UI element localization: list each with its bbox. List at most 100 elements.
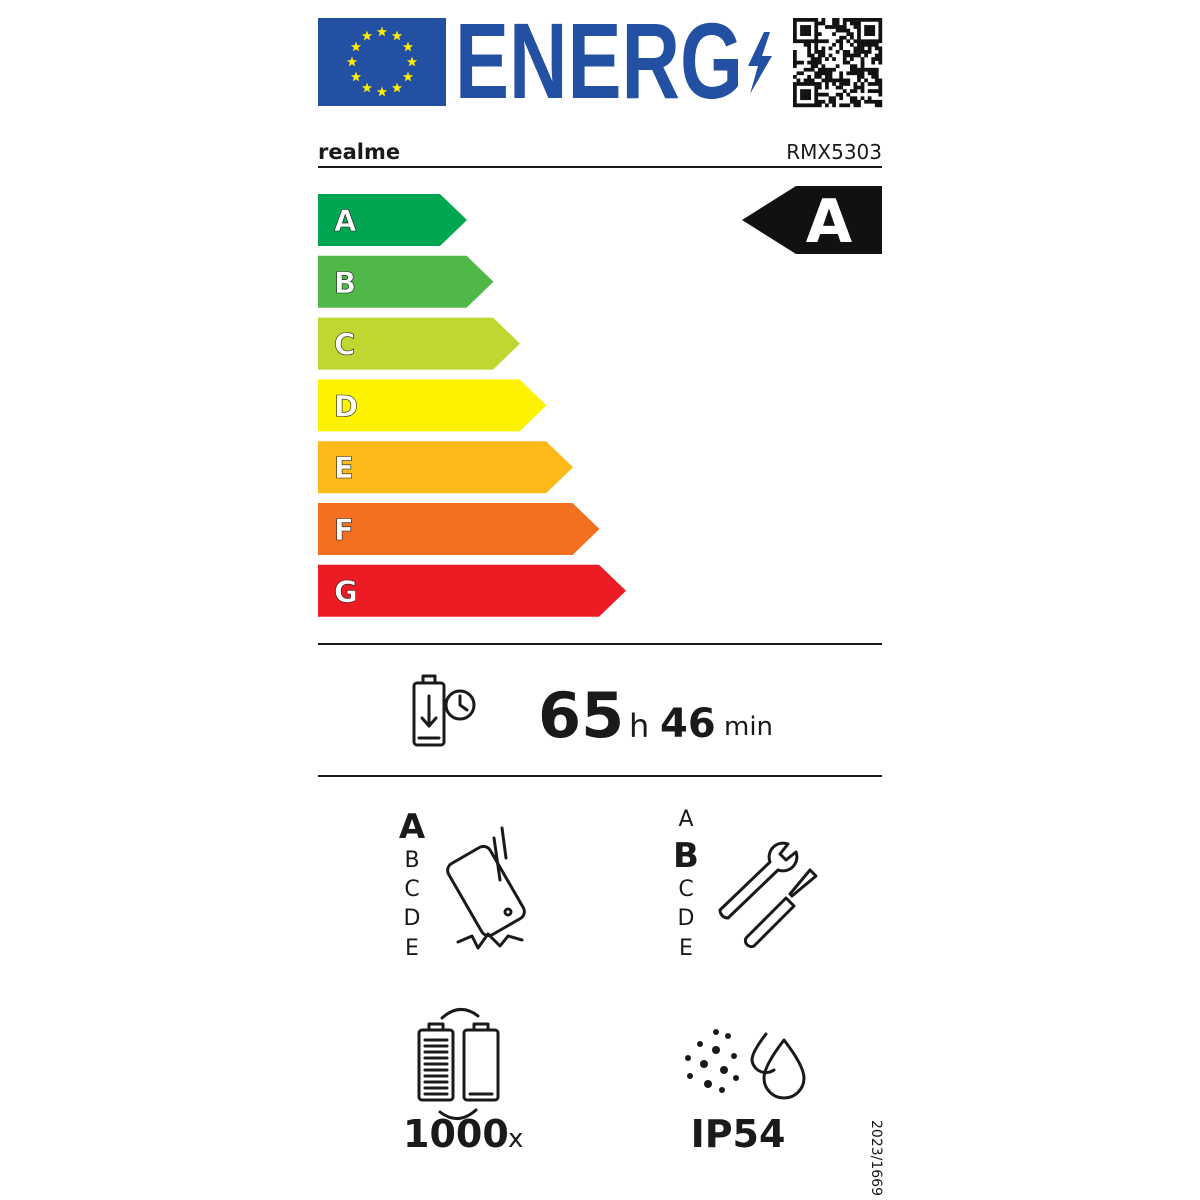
star — [376, 86, 388, 97]
qr-module — [860, 82, 865, 86]
qr-module — [846, 50, 851, 54]
qr-module — [821, 78, 826, 83]
qr-module — [839, 28, 844, 33]
qr-module — [842, 18, 847, 22]
scale-letter: C — [404, 877, 419, 902]
star — [391, 30, 403, 41]
qr-module — [800, 92, 804, 97]
battery-endurance-icon — [412, 674, 476, 747]
qr-module — [878, 82, 883, 86]
qr-module — [821, 39, 826, 44]
qr-module — [825, 39, 829, 44]
star — [402, 41, 414, 52]
qr-module — [839, 35, 844, 40]
minutes: 46 — [660, 701, 716, 747]
star — [361, 82, 373, 93]
qr-module — [814, 32, 819, 36]
qr-module — [839, 82, 844, 86]
qr-module — [853, 53, 858, 58]
qr-module — [793, 18, 797, 22]
qr-module — [814, 92, 819, 97]
qr-module — [878, 46, 883, 51]
qr-module — [857, 71, 861, 76]
cycles-unit: x — [508, 1124, 523, 1154]
ip-rating: IP54 — [691, 1112, 786, 1156]
qr-module — [803, 67, 808, 72]
class-label: G — [334, 575, 358, 609]
qr-module — [839, 92, 844, 97]
qr-module — [839, 78, 844, 83]
qr-module — [810, 60, 815, 65]
qr-module — [871, 25, 876, 29]
qr-module — [825, 92, 829, 97]
qr-module — [793, 21, 797, 26]
class-label: F — [334, 513, 354, 547]
qr-module — [857, 39, 861, 44]
qr-module — [864, 53, 868, 58]
qr-module — [828, 67, 833, 72]
qr-module — [814, 28, 819, 33]
scale-letter: E — [679, 936, 693, 961]
scale-letter: D — [678, 906, 695, 931]
class-label: C — [334, 328, 355, 362]
qr-module — [810, 78, 815, 83]
qr-module — [874, 78, 879, 83]
qr-module — [814, 74, 819, 79]
qr-module — [839, 39, 844, 44]
qr-module — [807, 53, 811, 58]
star — [376, 26, 388, 37]
qr-module — [800, 82, 804, 86]
qr-module — [878, 18, 883, 22]
qr-module — [800, 25, 804, 29]
qr-module — [803, 28, 808, 33]
qr-module — [864, 50, 868, 54]
battery-cycles-icon — [417, 1008, 500, 1120]
qr-module — [800, 39, 804, 44]
qr-module — [821, 46, 826, 51]
qr-module — [832, 42, 836, 47]
qr-module — [803, 25, 808, 29]
qr-module — [825, 67, 829, 72]
qr-module — [867, 42, 872, 47]
qr-module — [835, 28, 840, 33]
qr-module — [800, 32, 804, 36]
qr-module — [817, 74, 822, 79]
qr-module — [878, 25, 883, 29]
qr-module — [874, 67, 879, 72]
qr-module — [857, 28, 861, 33]
qr-module — [796, 71, 801, 76]
qr-module — [874, 74, 879, 79]
qr-module — [867, 89, 872, 93]
qr-module — [871, 82, 876, 86]
regulation: 2023/1669 — [868, 1120, 884, 1196]
qr-code — [793, 18, 883, 108]
qr-module — [842, 35, 847, 40]
qr-module — [878, 53, 883, 58]
qr-module — [796, 82, 801, 86]
qr-module — [857, 78, 861, 83]
class-arrow — [318, 194, 467, 246]
qr-module — [793, 60, 797, 65]
qr-module — [860, 96, 865, 101]
qr-module — [867, 25, 872, 29]
qr-module — [839, 42, 844, 47]
qr-module — [832, 99, 836, 104]
qr-module — [817, 103, 822, 108]
qr-module — [810, 64, 815, 69]
class-arrow — [318, 564, 626, 617]
qr-module — [842, 89, 847, 93]
star — [402, 71, 414, 82]
qr-module — [853, 103, 858, 108]
qr-module — [835, 64, 840, 69]
qr-module — [828, 78, 833, 83]
qr-module — [810, 53, 815, 58]
qr-module — [878, 89, 883, 93]
qr-module — [800, 103, 804, 108]
qr-module — [853, 18, 858, 22]
qr-module — [857, 35, 861, 40]
qr-module — [853, 50, 858, 54]
qr-module — [810, 18, 815, 22]
qr-module — [817, 71, 822, 76]
qr-module — [825, 103, 829, 108]
